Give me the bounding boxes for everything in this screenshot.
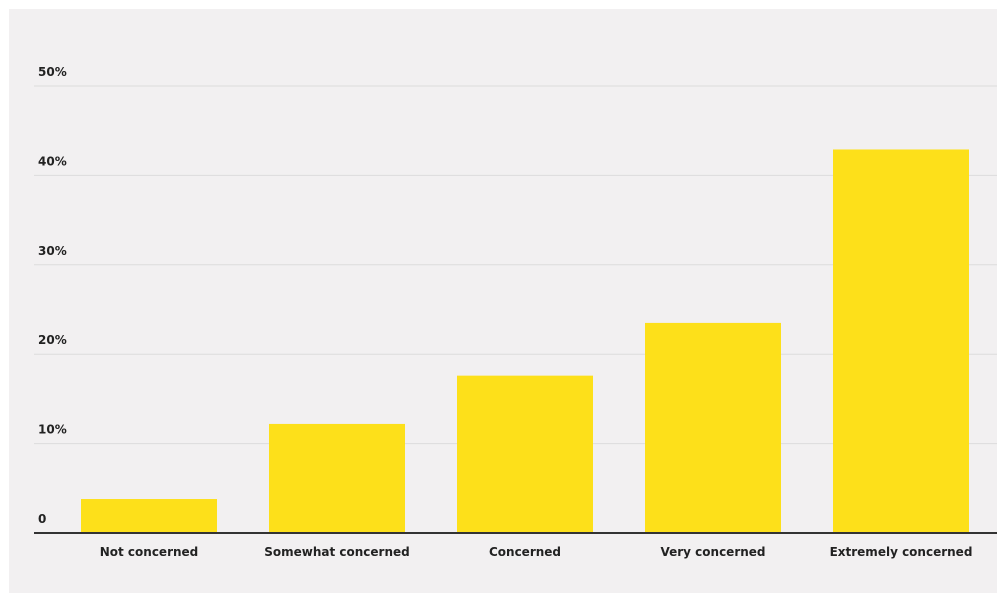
bar [81, 499, 217, 533]
x-axis-labels: Not concerned Somewhat concerned Concerned… [100, 545, 973, 559]
bar [457, 375, 593, 533]
bar [833, 149, 969, 533]
x-tick-label: Concerned [489, 545, 561, 559]
y-tick-label: 40% [38, 154, 67, 168]
x-tick-label: Very concerned [660, 545, 765, 559]
x-tick-label: Not concerned [100, 545, 199, 559]
y-tick-label: 30% [38, 244, 67, 258]
y-tick-label: 10% [38, 423, 67, 437]
y-tick-label: 0 [38, 512, 46, 526]
y-tick-label: 50% [38, 65, 67, 79]
y-tick-label: 20% [38, 333, 67, 347]
x-tick-label: Somewhat concerned [264, 545, 410, 559]
bar [269, 423, 405, 533]
x-tick-label: Extremely concerned [830, 545, 973, 559]
chart-panel: 0 10% 20% 30% 40% 50% Not concerned Somewhat c… [9, 9, 997, 593]
bars [81, 149, 969, 533]
bar-chart: 0 10% 20% 30% 40% 50% Not concerned Somewhat c… [34, 65, 997, 559]
y-axis-ticks: 0 10% 20% 30% 40% 50% [38, 65, 67, 526]
bar [645, 322, 781, 533]
